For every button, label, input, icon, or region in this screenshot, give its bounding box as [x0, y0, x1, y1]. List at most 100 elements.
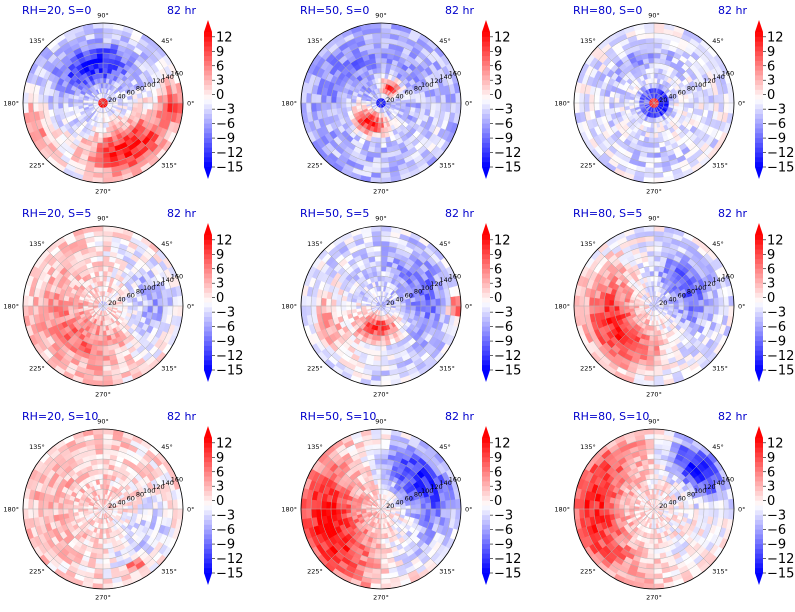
field-cell — [688, 300, 695, 307]
field-cell — [618, 98, 625, 104]
colorbar-segment — [755, 133, 763, 139]
field-cell — [102, 365, 112, 372]
panel-title: RH=80, S=0 — [573, 4, 642, 17]
field-cell — [450, 102, 457, 114]
field-cell — [374, 52, 382, 59]
field-cell — [52, 96, 59, 104]
field-cell — [647, 142, 655, 149]
field-cell — [372, 162, 382, 169]
field-cell — [588, 94, 595, 104]
field-cell — [645, 240, 655, 247]
colorbar-tick-label: −3 — [494, 306, 513, 321]
angle-label: 135° — [29, 37, 45, 45]
colorbar-segment — [482, 365, 490, 371]
field-cell — [380, 167, 391, 174]
colorbar-segment — [755, 128, 763, 134]
field-cell — [96, 147, 104, 154]
field-cell — [420, 96, 427, 104]
field-cell — [653, 235, 664, 242]
field-cell — [380, 47, 389, 54]
colorbar-tick-label: −3 — [494, 103, 513, 118]
field-cell — [142, 102, 149, 110]
field-cell — [371, 167, 382, 174]
field-cell — [102, 250, 111, 257]
field-cell — [94, 365, 104, 372]
angle-label: 0° — [187, 99, 194, 107]
field-cell — [646, 355, 655, 362]
angle-label: 225° — [307, 365, 323, 373]
field-cell — [653, 72, 659, 79]
colorbar-segment — [755, 70, 763, 76]
field-cell — [703, 95, 710, 104]
field-cell — [372, 157, 382, 164]
field-cell — [102, 47, 111, 54]
field-cell — [648, 62, 655, 69]
field-cell — [27, 295, 34, 307]
field-cell — [102, 27, 114, 34]
field-cell — [320, 305, 327, 315]
angle-label: 270° — [95, 187, 111, 195]
field-cell — [325, 298, 332, 307]
field-cell — [94, 37, 104, 44]
colorbar-segment — [755, 104, 763, 110]
field-cell — [355, 302, 362, 307]
angle-label: 135° — [580, 37, 596, 45]
field-cell — [374, 260, 382, 267]
colorbar-segment — [204, 244, 212, 250]
field-cell — [380, 240, 390, 247]
angle-label: 45° — [161, 37, 173, 45]
colorbar-segment — [204, 104, 212, 110]
field-cell — [650, 122, 655, 129]
field-cell — [380, 255, 388, 262]
field-cell — [350, 301, 357, 307]
field-cell — [653, 137, 660, 144]
field-cell — [37, 305, 44, 315]
field-cell — [32, 296, 39, 307]
field-cell — [96, 57, 104, 64]
field-cell — [315, 102, 322, 112]
polar-panel: RH=80, S=0 82 hr90°45°0°315°270°225°180°1… — [554, 4, 794, 195]
field-cell — [375, 137, 382, 144]
field-cell — [102, 285, 106, 292]
angle-label: 0° — [465, 302, 472, 310]
field-cell — [653, 162, 663, 169]
field-cell — [315, 94, 322, 104]
field-cell — [360, 303, 367, 307]
field-cell — [373, 250, 382, 257]
field-cell — [693, 96, 700, 104]
field-cell — [643, 172, 655, 179]
field-cell — [649, 127, 655, 134]
field-cell — [603, 102, 610, 110]
angle-label: 315° — [161, 365, 177, 373]
field-cell — [578, 92, 585, 104]
field-cell — [647, 255, 655, 262]
field-cell — [72, 98, 79, 104]
field-cell — [435, 305, 442, 315]
field-cell — [102, 230, 114, 237]
field-cell — [102, 137, 109, 144]
field-cell — [102, 240, 112, 247]
field-cell — [713, 94, 720, 104]
field-cell — [372, 245, 382, 252]
field-cell — [102, 370, 113, 377]
field-cell — [32, 93, 39, 104]
colorbar-segment — [204, 312, 212, 318]
radial-tick-label: 160 — [449, 272, 461, 280]
colorbar-segment — [755, 80, 763, 86]
field-cell — [72, 301, 79, 307]
colorbar-segment — [755, 41, 763, 47]
field-cell — [380, 230, 392, 237]
colorbar-segment — [204, 365, 212, 371]
angle-label: 45° — [439, 240, 451, 248]
colorbar-segment — [755, 123, 763, 129]
field-cell — [57, 96, 64, 104]
field-cell — [310, 296, 317, 307]
colorbar-segment — [482, 60, 490, 67]
field-cell — [647, 260, 655, 267]
field-cell — [653, 365, 663, 372]
field-cell — [117, 102, 124, 106]
field-cell — [127, 305, 134, 311]
